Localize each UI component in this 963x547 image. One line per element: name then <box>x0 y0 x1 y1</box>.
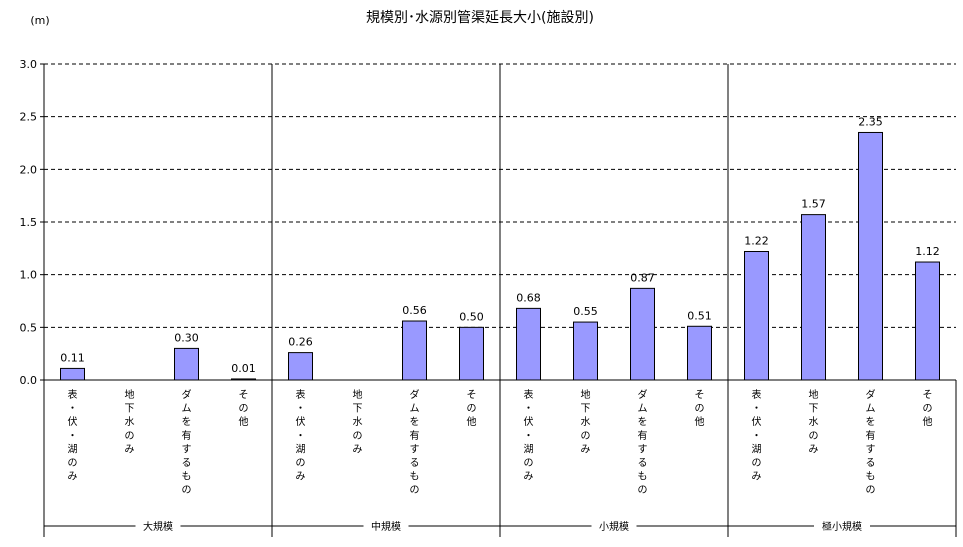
bar <box>573 321 598 381</box>
y-unit-label: (m) <box>30 14 49 27</box>
y-tick-label: 2.0 <box>20 163 38 176</box>
bar-value-label: 0.56 <box>402 304 427 317</box>
category-label: その他 <box>695 389 705 428</box>
y-tick-label: 0.0 <box>20 374 38 387</box>
category-label: 地下水のみ <box>581 388 591 455</box>
bar <box>801 214 826 381</box>
category-label: ダムを有するもの <box>638 388 648 496</box>
category-label: その他 <box>923 389 933 428</box>
bar <box>630 287 655 381</box>
bar-value-label: 0.01 <box>231 362 256 375</box>
category-label: ダムを有するもの <box>866 388 876 496</box>
category-label: 地下水のみ <box>809 388 819 455</box>
y-tick-label: 1.5 <box>20 216 38 229</box>
bar <box>288 352 313 381</box>
y-tick-label: 1.0 <box>20 269 38 282</box>
category-label: ダムを有するもの <box>182 388 192 496</box>
category-label: その他 <box>239 389 249 428</box>
group-label: 小規模 <box>599 521 629 533</box>
bar <box>516 307 541 381</box>
bar <box>858 131 883 381</box>
y-tick-label: 0.5 <box>20 321 38 334</box>
labels: 0.0 0.5 1.0 1.5 2.0 2.5 3.0 0.11 表・伏・湖のみ 地下水のみ 0.3… <box>20 58 940 533</box>
bar-value-label: 1.57 <box>801 198 826 211</box>
category-label: 地下水のみ <box>353 388 363 455</box>
bar <box>915 261 940 381</box>
bars <box>60 131 940 381</box>
group-label: 大規模 <box>143 520 173 533</box>
bar <box>402 320 427 381</box>
bar <box>60 367 85 381</box>
bar-value-label: 1.22 <box>744 234 769 247</box>
category-label: 表・伏・湖のみ <box>752 388 762 483</box>
bar <box>744 250 769 381</box>
bar-value-label: 0.68 <box>516 291 541 304</box>
bar-value-label: 0.55 <box>573 305 598 318</box>
category-label: 表・伏・湖のみ <box>524 388 534 483</box>
category-label: ダムを有するもの <box>410 388 420 496</box>
bar <box>174 347 199 381</box>
bar-value-label: 0.50 <box>459 310 484 323</box>
group-label: 極小規模 <box>822 520 862 533</box>
bar-value-label: 2.35 <box>858 115 883 128</box>
bar-value-label: 0.51 <box>687 309 712 322</box>
axes <box>40 63 957 537</box>
bar <box>687 325 712 381</box>
bar-value-label: 0.87 <box>630 271 655 284</box>
bar <box>459 326 484 381</box>
category-label: 地下水のみ <box>125 388 135 455</box>
bar-value-label: 0.26 <box>288 336 313 349</box>
bar-value-label: 0.30 <box>174 331 199 344</box>
group-label: 中規模 <box>371 520 401 533</box>
category-label: 表・伏・湖のみ <box>68 388 78 483</box>
y-tick-label: 3.0 <box>20 58 38 71</box>
chart-title: 規模別･水源別管渠延長大小(施設別) <box>366 10 594 26</box>
bar-value-label: 0.11 <box>60 351 85 364</box>
category-label: 表・伏・湖のみ <box>296 388 306 483</box>
category-label: その他 <box>467 389 477 428</box>
bar-value-label: 1.12 <box>915 245 940 258</box>
y-tick-label: 2.5 <box>20 111 38 124</box>
